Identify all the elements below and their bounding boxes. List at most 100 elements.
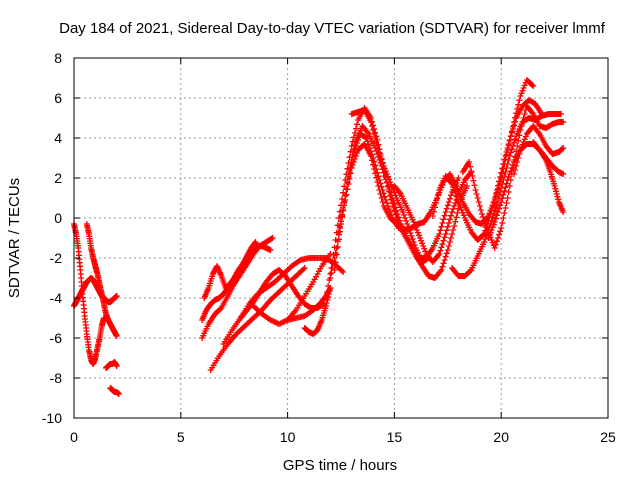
data-point <box>535 129 542 136</box>
data-point <box>511 122 518 129</box>
data-point <box>493 187 500 193</box>
data-point <box>522 133 529 140</box>
data-point <box>493 238 500 245</box>
data-point <box>451 187 458 193</box>
data-point <box>489 214 496 221</box>
data-point <box>499 220 506 226</box>
data-point <box>368 157 375 164</box>
data-point <box>434 195 441 202</box>
data-point <box>491 207 498 214</box>
data-point <box>346 169 353 175</box>
y-tick-label: 6 <box>54 90 62 106</box>
data-point <box>505 174 512 180</box>
data-point <box>375 146 382 153</box>
data-point <box>375 183 382 189</box>
data-point <box>363 135 370 141</box>
data-point <box>515 101 522 108</box>
data-point <box>365 141 372 148</box>
data-point <box>521 82 528 89</box>
data-point <box>517 127 524 133</box>
data-point <box>483 223 490 229</box>
data-point <box>343 191 350 198</box>
data-point <box>497 202 504 209</box>
data-point <box>407 230 414 236</box>
data-point <box>511 139 518 146</box>
data-point <box>488 207 495 213</box>
data-point <box>394 211 401 217</box>
data-point <box>489 239 496 246</box>
data-point <box>420 243 427 249</box>
data-point <box>497 174 504 180</box>
data-point <box>488 237 495 243</box>
data-point <box>513 163 520 169</box>
data-point <box>516 151 523 157</box>
data-point <box>269 235 276 241</box>
data-point <box>454 185 461 192</box>
data-point <box>481 217 488 223</box>
data-point <box>516 97 523 104</box>
data-point <box>376 149 383 156</box>
data-point <box>439 220 446 226</box>
data-point <box>380 190 387 197</box>
y-tick-label: -6 <box>50 330 63 346</box>
x-tick-label: 5 <box>177 429 185 445</box>
data-point <box>505 141 512 147</box>
data-point <box>383 171 390 177</box>
data-point <box>498 185 505 191</box>
data-point <box>406 227 413 233</box>
data-point <box>517 147 524 153</box>
y-tick-label: 0 <box>54 210 62 226</box>
data-point <box>455 199 462 205</box>
data-point <box>488 217 495 224</box>
data-point <box>516 132 523 139</box>
data-point <box>514 143 521 149</box>
data-point <box>382 168 389 175</box>
data-point <box>386 186 393 192</box>
x-tick-label: 25 <box>600 429 616 445</box>
data-point <box>393 221 400 227</box>
data-point <box>409 236 416 242</box>
data-point <box>383 200 390 206</box>
data-point <box>512 136 519 143</box>
data-point <box>467 163 474 170</box>
series-track-18 <box>335 141 400 235</box>
data-point <box>506 137 513 143</box>
series-track-19 <box>348 107 432 265</box>
data-point <box>396 189 403 196</box>
data-point <box>529 82 536 88</box>
data-point <box>502 205 509 211</box>
data-point <box>351 156 358 162</box>
data-point <box>493 212 500 219</box>
data-point <box>332 259 339 266</box>
data-point <box>457 193 464 200</box>
data-point <box>371 131 378 137</box>
data-point <box>518 123 525 129</box>
data-point <box>449 181 456 187</box>
data-point <box>464 183 471 189</box>
data-point <box>480 214 487 220</box>
data-point <box>507 168 514 174</box>
series-track-12 <box>250 251 334 327</box>
data-point <box>412 224 419 231</box>
data-point <box>552 185 559 192</box>
x-tick-label: 10 <box>280 429 296 445</box>
data-point <box>405 224 412 230</box>
y-tick-label: -2 <box>50 250 63 266</box>
data-point <box>323 295 330 301</box>
data-point <box>503 180 510 187</box>
data-point <box>414 229 421 236</box>
data-point <box>384 173 391 180</box>
data-point <box>376 187 383 193</box>
data-point <box>352 143 359 149</box>
series-track-20 <box>391 169 475 265</box>
data-point <box>439 241 446 247</box>
data-point <box>252 239 259 245</box>
data-point <box>487 221 494 227</box>
data-point <box>480 232 487 238</box>
data-point <box>349 162 356 168</box>
data-point <box>441 257 448 263</box>
data-point <box>493 201 500 207</box>
data-point <box>482 220 489 226</box>
data-point <box>335 229 342 235</box>
data-point <box>393 207 400 214</box>
